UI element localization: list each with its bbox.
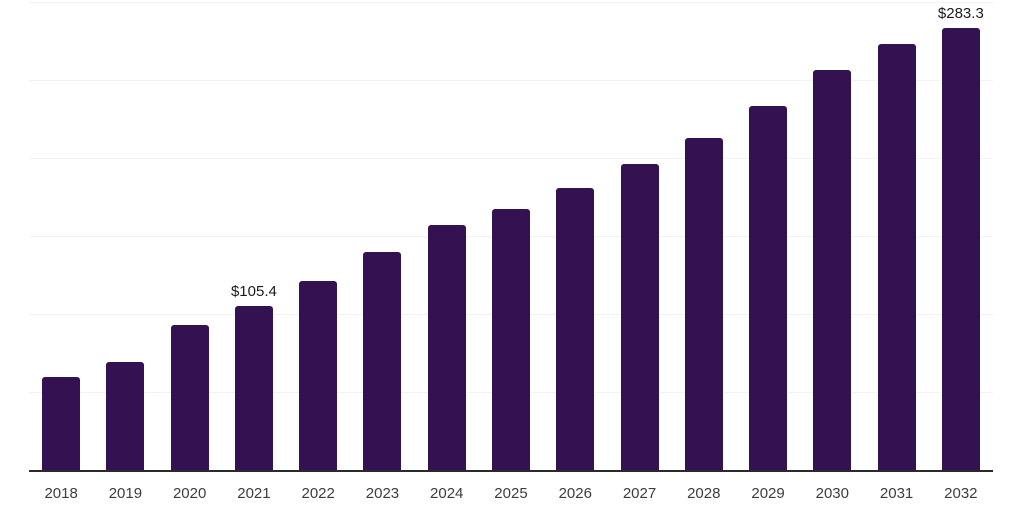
x-axis-line xyxy=(29,470,993,472)
x-tick-label-2028: 2028 xyxy=(687,485,721,502)
x-tick-label-2026: 2026 xyxy=(558,485,592,502)
x-tick-label-2032: 2032 xyxy=(944,485,978,502)
x-tick-label-2027: 2027 xyxy=(622,485,657,502)
bar-2028 xyxy=(684,137,723,470)
gridline xyxy=(29,2,993,3)
bar-2018 xyxy=(42,377,81,470)
bar-2024 xyxy=(427,225,466,470)
gridline xyxy=(29,158,993,159)
x-tick-label-2030: 2030 xyxy=(815,485,849,502)
x-tick-label-2025: 2025 xyxy=(494,485,528,502)
x-tick-label-2024: 2024 xyxy=(430,485,464,502)
bar-2031 xyxy=(877,43,916,470)
x-tick-label-2031: 2031 xyxy=(879,485,914,502)
bar-2032 xyxy=(941,28,980,470)
bar-2020 xyxy=(170,324,209,470)
data-label-2032: $283.3 xyxy=(937,5,984,23)
bar-2019 xyxy=(106,362,145,470)
x-tick-label-2018: 2018 xyxy=(44,485,78,502)
bar-2022 xyxy=(299,281,338,470)
bar-2027 xyxy=(620,164,659,470)
bar-2023 xyxy=(363,251,402,470)
bar-2025 xyxy=(492,208,530,470)
bar-2026 xyxy=(556,188,595,470)
x-tick-label-2021: 2021 xyxy=(237,485,271,502)
x-tick-label-2020: 2020 xyxy=(172,485,207,502)
x-tick-label-2022: 2022 xyxy=(301,485,335,502)
gridline xyxy=(29,80,993,81)
bar-2030 xyxy=(813,69,852,470)
bar-2029 xyxy=(749,106,788,470)
bar-2021 xyxy=(234,305,273,470)
data-label-2021: $105.4 xyxy=(230,282,277,300)
x-tick-label-2029: 2029 xyxy=(751,485,785,502)
x-tick-label-2019: 2019 xyxy=(108,485,143,502)
x-tick-label-2023: 2023 xyxy=(365,485,400,502)
